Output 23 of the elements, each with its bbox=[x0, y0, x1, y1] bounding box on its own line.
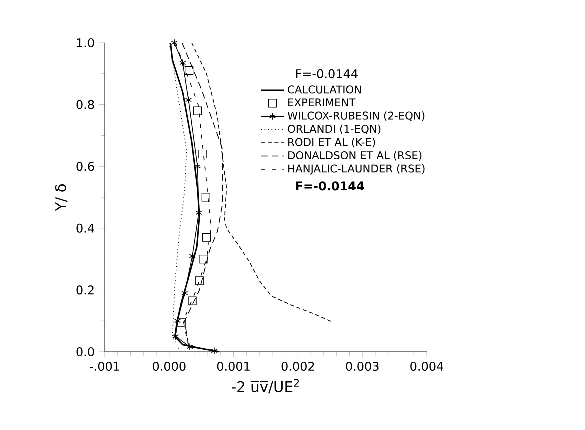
x-tick-label: 0.002 bbox=[282, 362, 314, 372]
y-axis-title: Y/ δ bbox=[55, 184, 68, 212]
y-tick-label: 1.0 bbox=[77, 38, 94, 48]
y-tick-label: 0.6 bbox=[76, 162, 94, 172]
x-tick-label: 0.004 bbox=[410, 362, 444, 372]
legend-label: CALCULATION bbox=[288, 86, 362, 94]
x-tick-label: 0.003 bbox=[346, 362, 379, 372]
y-tick-label: 0.2 bbox=[76, 286, 94, 295]
legend-label: DONALDSON ET AL (RSE) bbox=[288, 151, 422, 161]
x-axis-title: -2 u̅v̅/UE$^{2}$ bbox=[232, 379, 299, 394]
y-tick-label: 0.0 bbox=[76, 347, 94, 357]
legend-label: ORLANDI (1-EQN) bbox=[288, 124, 381, 134]
y-tick-label: 0.4 bbox=[76, 224, 94, 233]
annotation: F=-0.0144 bbox=[296, 182, 364, 191]
x-tick-label: 0.001 bbox=[217, 362, 250, 372]
legend-label: RODI ET AL (K-E) bbox=[288, 138, 376, 148]
legend-label: EXPERIMENT bbox=[288, 98, 356, 107]
x-tick-label: 0.000 bbox=[153, 362, 186, 372]
y-tick-label: 0.8 bbox=[76, 100, 94, 110]
x-tick-label: -.001 bbox=[90, 362, 120, 372]
annotation: F=-0.0144 bbox=[296, 69, 358, 78]
legend-label: HANJALIC-LAUNDER (RSE) bbox=[288, 164, 425, 175]
legend-label: WILCOX-RUBESIN (2-EQN) bbox=[288, 112, 425, 122]
